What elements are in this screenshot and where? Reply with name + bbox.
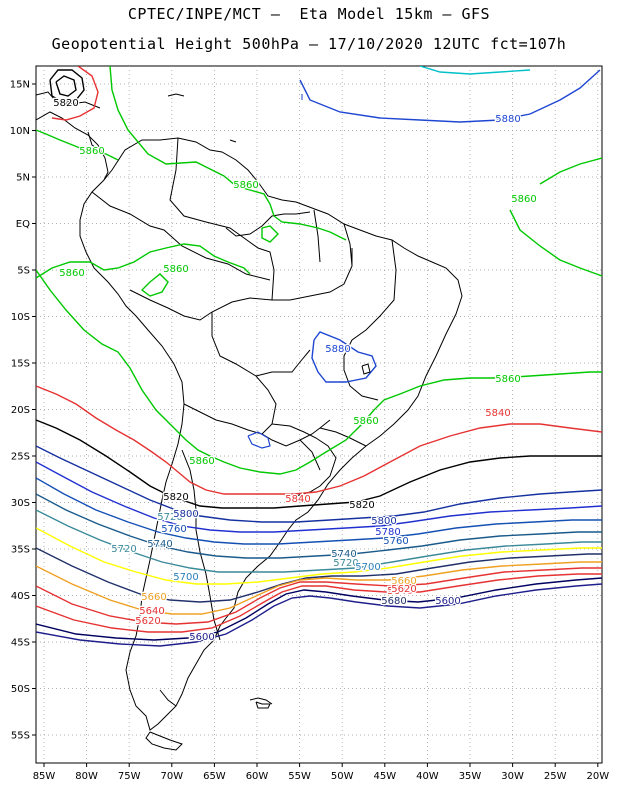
contour-label: 5860 (189, 456, 214, 467)
lon-tick-label: 65W (203, 771, 226, 782)
lat-tick-label: 35S (11, 545, 30, 556)
contour-label: 5700 (355, 562, 380, 573)
lon-tick-label: 80W (75, 771, 98, 782)
contour-label: 5800 (371, 516, 396, 527)
map-title-line1: CPTEC/INPE/MCT – Eta Model 15km – GFS (127, 5, 491, 23)
lon-tick-label: 85W (33, 771, 56, 782)
contour-label: 5740 (331, 549, 356, 560)
lon-tick-label: 40W (416, 771, 439, 782)
contour-label: 5780 (375, 527, 400, 538)
lat-tick-label: 45S (11, 638, 30, 649)
contour-label: 5760 (161, 524, 186, 535)
contour-label: 5720 (333, 558, 358, 569)
contour-label: 5860 (495, 374, 520, 385)
lat-tick-label: 10N (10, 126, 30, 137)
lat-tick-label: 15N (10, 80, 30, 91)
contour-label: 5640 (139, 606, 164, 617)
contour-label: 5680 (381, 596, 406, 607)
lon-tick-label: 45W (373, 771, 396, 782)
contour-label: 5860 (233, 180, 258, 191)
contour-label: 5760 (383, 536, 408, 547)
lon-tick-label: 75W (118, 771, 141, 782)
lon-tick-label: 25W (544, 771, 567, 782)
contour-lines (36, 66, 602, 647)
contour-label: 5600 (189, 632, 214, 643)
lon-tick-label: 30W (501, 771, 524, 782)
lon-tick-label: 20W (586, 771, 609, 782)
lat-tick-label: 5N (16, 173, 30, 184)
contour-label: 5600 (435, 596, 460, 607)
plot-frame (35, 65, 603, 764)
coastlines-and-borders (36, 91, 463, 751)
contour-label: 5740 (147, 539, 172, 550)
contour-label: 5660 (141, 592, 166, 603)
contour-label: 5720 (111, 544, 136, 555)
contour-label: 5680 (381, 596, 406, 607)
lat-tick-label: 10S (11, 312, 30, 323)
longitude-ticks: 85W 80W 75W 70W 65W 60W 55W 50W 45W 40W 35W 30W 25W 2… (33, 763, 609, 782)
contour-label: 5860 (511, 194, 536, 205)
contour-label: 5860 (79, 146, 104, 157)
contour-label: 5700 (173, 572, 198, 583)
lat-tick-label: 30S (11, 498, 30, 509)
contour-label: 5640 (387, 586, 412, 597)
contour-label: 5820 (349, 500, 374, 511)
contour-label: 5820 (53, 98, 78, 109)
lon-tick-label: 50W (331, 771, 354, 782)
lat-tick-label: 20S (11, 405, 30, 416)
gridlines (36, 66, 602, 763)
lat-tick-label: 15S (11, 359, 30, 370)
contour-label: 5820 (163, 492, 188, 503)
contour-label: 5880 (495, 114, 520, 125)
lon-tick-label: 55W (288, 771, 311, 782)
contour-label: 5620 (391, 584, 416, 595)
contour-label: 5660 (391, 576, 416, 587)
map-title-line2: Geopotential Height 500hPa – 17/10/2020 … (51, 35, 567, 53)
contour-labels: 5820 5880 5860 5860 5860 5860 5860 5880 5860 5860… (52, 97, 538, 645)
small-features (301, 94, 371, 375)
contour-label: 5860 (163, 264, 188, 275)
lon-tick-label: 70W (160, 771, 183, 782)
contour-label: 5860 (59, 268, 84, 279)
lat-tick-label: EQ (16, 219, 30, 230)
lat-tick-label: 40S (11, 591, 30, 602)
contour-label: 5840 (285, 494, 310, 505)
lat-tick-label: 5S (17, 266, 30, 277)
lat-tick-label: 25S (11, 452, 30, 463)
contour-label: 5720 (157, 512, 182, 523)
contour-label: 5860 (353, 416, 378, 427)
lat-tick-label: 50S (11, 684, 30, 695)
latitude-ticks: 15N 10N 5N EQ 5S 10S 15S 20S 25S 30S 35S 40S 45S 50S 5… (10, 80, 36, 742)
contour-label: 5620 (135, 616, 160, 627)
lon-tick-label: 60W (246, 771, 269, 782)
contour-label: 5800 (173, 509, 198, 520)
lon-tick-label: 35W (459, 771, 482, 782)
lat-tick-label: 55S (11, 731, 30, 742)
contour-label: 5840 (485, 408, 510, 419)
contour-label: 5880 (325, 344, 350, 355)
